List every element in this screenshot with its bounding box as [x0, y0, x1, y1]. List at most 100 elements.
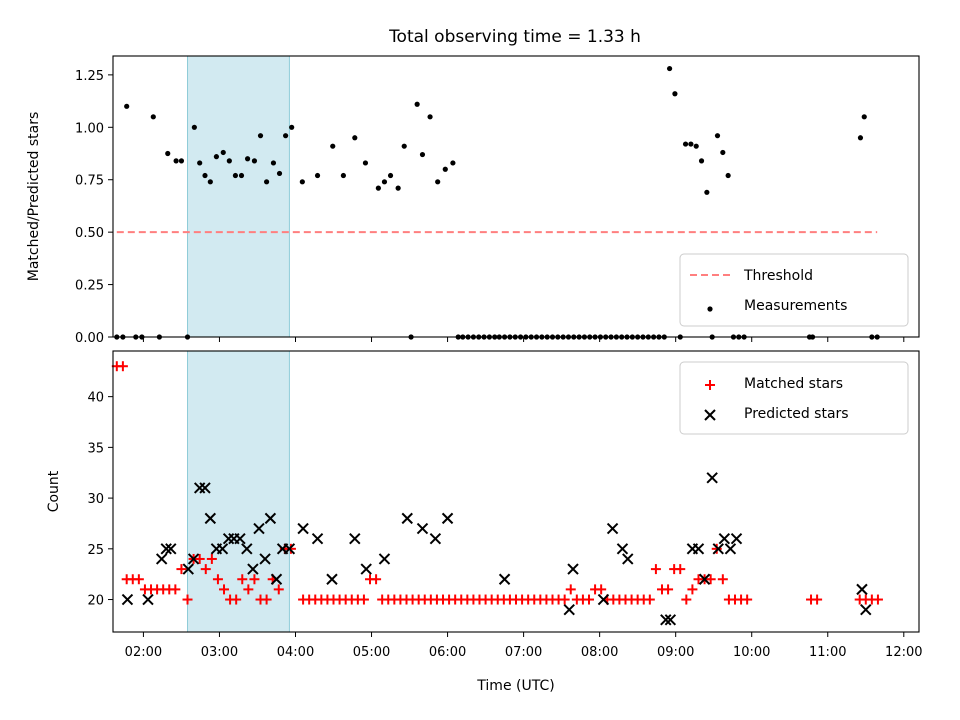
bottom-point-0-21 — [237, 574, 248, 585]
bottom-point-0-88 — [650, 564, 661, 575]
top-point-0-36 — [387, 172, 394, 179]
bottom-point-0-29 — [285, 543, 296, 554]
bottom-point-0-93 — [681, 594, 692, 605]
bottom-xtick-label-3: 05:00 — [353, 645, 390, 660]
bottom-point-1-4 — [165, 543, 177, 555]
bottom-point-0-94 — [687, 584, 698, 595]
bottom-point-1-35-b — [567, 563, 579, 575]
bottom-point-1-38 — [616, 543, 629, 555]
bottom-point-1-29-b — [401, 512, 413, 525]
bottom-ytick-label-0: 20 — [87, 594, 104, 609]
bottom-point-1-3 — [160, 543, 172, 555]
top-point-0-28 — [299, 179, 305, 185]
bottom-point-1-51 — [860, 603, 872, 616]
bottom-point-0-105 — [812, 594, 823, 605]
top-ytick-label-0: 0.00 — [75, 331, 104, 346]
bottom-point-0-79 — [596, 584, 607, 595]
bottom-point-1-33-b — [498, 573, 511, 585]
top-point-0-93 — [704, 189, 710, 195]
top-ytick-label-3: 0.75 — [75, 174, 104, 189]
bottom-point-1-41 — [664, 614, 677, 626]
top-point-0-40 — [414, 101, 420, 107]
top-point-0-9 — [178, 158, 185, 164]
top-point-0-32 — [352, 135, 358, 141]
bottom-point-1-28 — [378, 553, 391, 565]
bottom-point-0-97 — [705, 574, 716, 585]
bottom-point-0-17 — [212, 574, 223, 585]
bottom-point-1-46 — [712, 543, 724, 555]
bottom-point-1-36-b — [597, 593, 610, 606]
bottom-point-1-29 — [401, 512, 413, 525]
top-point-0-22 — [257, 133, 264, 139]
bottom-legend-label-0: Matched stars — [744, 376, 843, 392]
bottom-point-1-3-b — [160, 543, 172, 555]
bottom-point-1-11-b — [216, 543, 229, 555]
bottom-point-1-18 — [259, 553, 271, 565]
bottom-xtick-label-9: 11:00 — [809, 645, 846, 660]
bottom-point-1-25 — [326, 573, 338, 585]
bottom-point-1-39-b — [622, 553, 634, 565]
top-point-0-31 — [340, 172, 346, 179]
bottom-point-0-73 — [559, 594, 570, 605]
top-ytick-label-4: 1.00 — [75, 121, 104, 136]
bottom-point-1-38-b — [616, 543, 629, 555]
bottom-point-1-5 — [182, 563, 194, 575]
bottom-series-1 — [121, 472, 872, 626]
bottom-point-1-0 — [121, 593, 134, 606]
top-legend-handle-1 — [707, 306, 713, 312]
top-point-0-20 — [244, 156, 251, 162]
top-point-0-2 — [124, 103, 130, 109]
bottom-point-1-9 — [204, 512, 217, 525]
top-point-0-17 — [226, 158, 232, 164]
top-axes: 0.00 0.25 0.50 0.75 1.00 1.25 Matched/Predicte… — [26, 55, 920, 346]
bottom-legend-label-1: Predicted stars — [744, 406, 849, 422]
bottom-point-0-18 — [219, 584, 230, 595]
bottom-point-0-90 — [663, 584, 674, 595]
top-ytick-label-2: 0.50 — [75, 226, 104, 241]
top-point-0-43 — [435, 179, 441, 185]
bottom-xtick-label-5: 07:00 — [505, 645, 542, 660]
bottom-point-1-48-b — [724, 543, 737, 555]
bottom-point-0-92 — [675, 564, 686, 575]
top-point-0-44 — [442, 166, 448, 172]
bottom-point-1-24-b — [311, 532, 324, 545]
bottom-ytick-label-1: 25 — [87, 543, 104, 558]
top-point-0-97 — [725, 172, 731, 179]
bottom-point-1-33 — [498, 573, 511, 585]
bottom-point-1-19 — [264, 512, 277, 525]
bottom-point-1-40-b — [660, 614, 672, 626]
bottom-legend-handle-1-b — [704, 409, 716, 421]
top-point-0-96 — [720, 149, 726, 156]
bottom-point-1-4-b — [165, 543, 177, 555]
bottom-point-1-32-b — [441, 512, 454, 525]
bottom-point-1-37 — [606, 522, 619, 535]
bottom-point-1-41-b — [664, 614, 677, 626]
bottom-point-1-22 — [283, 543, 296, 555]
bottom-point-1-30-b — [416, 522, 429, 535]
bottom-point-1-47 — [718, 532, 731, 545]
bottom-point-0-27 — [273, 584, 284, 595]
bottom-point-1-6-b — [187, 553, 200, 565]
bottom-point-0-40 — [358, 594, 369, 605]
bottom-axes: 20 25 30 35 40 02:00 03:00 04:00 05:00 06:00 07:00… — [46, 350, 923, 694]
bottom-point-1-5-b — [182, 563, 194, 575]
bottom-point-0-42 — [371, 574, 382, 585]
bottom-point-1-27 — [360, 563, 372, 575]
bottom-point-1-25-b — [326, 573, 338, 585]
bottom-ytick-label-2: 30 — [87, 492, 104, 507]
bottom-point-0-20 — [231, 594, 242, 605]
top-point-0-34 — [375, 185, 381, 191]
bottom-point-1-2-b — [155, 553, 168, 565]
bottom-point-1-40 — [660, 614, 672, 626]
bottom-point-1-16 — [247, 563, 259, 575]
bottom-point-1-11 — [216, 543, 229, 555]
bottom-legend-handle-0 — [705, 380, 715, 390]
bottom-point-1-14 — [234, 532, 246, 545]
top-chart-title: Total observing time = 1.33 h — [388, 27, 641, 47]
bottom-point-1-34-b — [563, 603, 575, 616]
bottom-point-0-74 — [565, 584, 576, 595]
bottom-legend: Matched stars Predicted stars — [679, 361, 909, 435]
bottom-point-1-8-b — [199, 482, 211, 494]
bottom-point-1-20 — [270, 573, 283, 585]
